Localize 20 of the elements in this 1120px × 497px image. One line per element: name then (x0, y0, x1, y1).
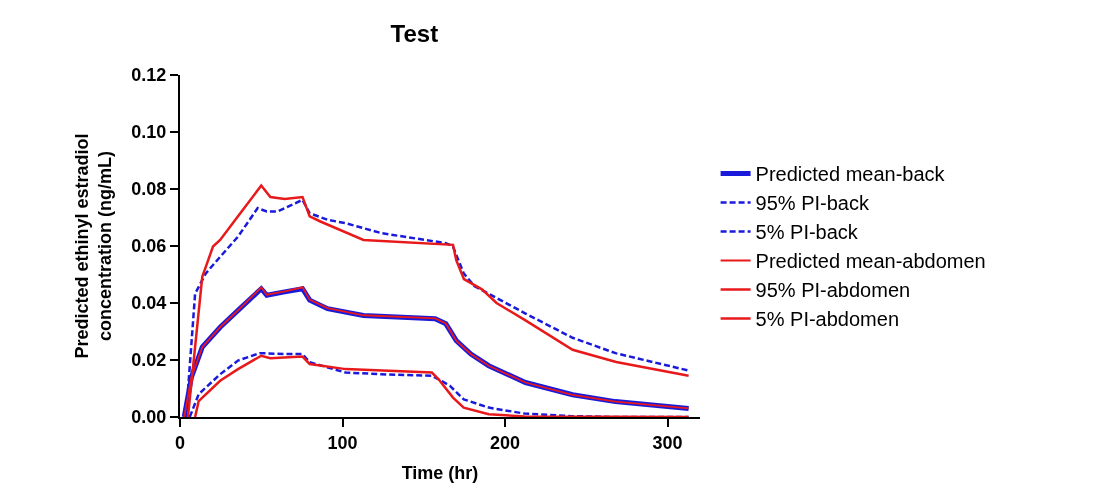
x-tick-label: 100 (327, 432, 358, 453)
x-tick-label: 300 (652, 432, 683, 453)
legend-label: 5% PI-back (755, 221, 859, 244)
legend-label: 95% PI-abdomen (755, 279, 911, 302)
y-axis-title: Predicted ethinyl estradiol concentration (ng/mL) (71, 133, 116, 359)
chart-title: Test (390, 19, 439, 47)
y-tick-label: 0.04 (131, 293, 167, 314)
y-tick-label: 0.06 (131, 236, 167, 257)
legend-label: 95% PI-back (755, 192, 870, 215)
x-tick-label: 0 (174, 432, 186, 453)
legend-label: Predicted mean-back (755, 163, 946, 186)
y-tick-label: 0.12 (131, 65, 167, 86)
y-tick-label: 0.02 (131, 350, 167, 371)
legend-label: Predicted mean-abdomen (755, 250, 986, 273)
x-tick-label: 200 (489, 432, 521, 453)
y-tick-label: 0.08 (131, 179, 167, 200)
x-axis-title: Time (hr) (401, 463, 479, 484)
y-tick-label: 0.00 (131, 407, 167, 428)
legend-label: 5% PI-abdomen (755, 308, 900, 331)
y-tick-label: 0.10 (131, 122, 167, 143)
